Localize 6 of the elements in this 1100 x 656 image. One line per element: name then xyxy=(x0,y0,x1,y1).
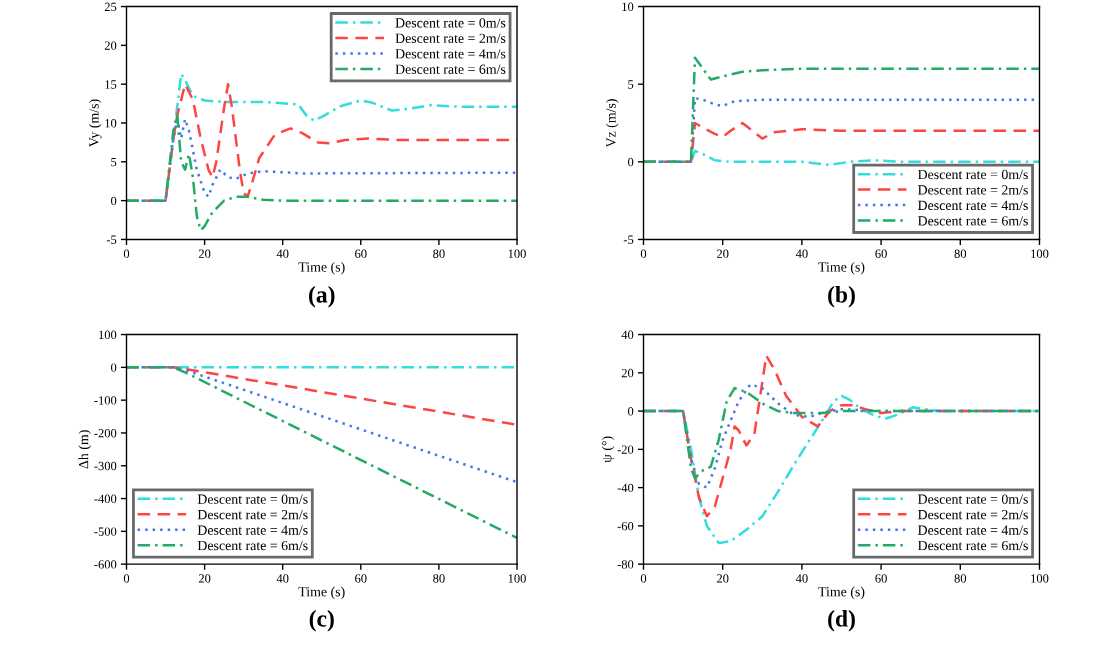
line-series xyxy=(643,56,1040,164)
text: (b) xyxy=(828,286,855,308)
text: (d) xyxy=(828,610,855,632)
line-series xyxy=(126,113,517,232)
text: (a) xyxy=(309,286,335,308)
text: (c) xyxy=(309,610,334,632)
